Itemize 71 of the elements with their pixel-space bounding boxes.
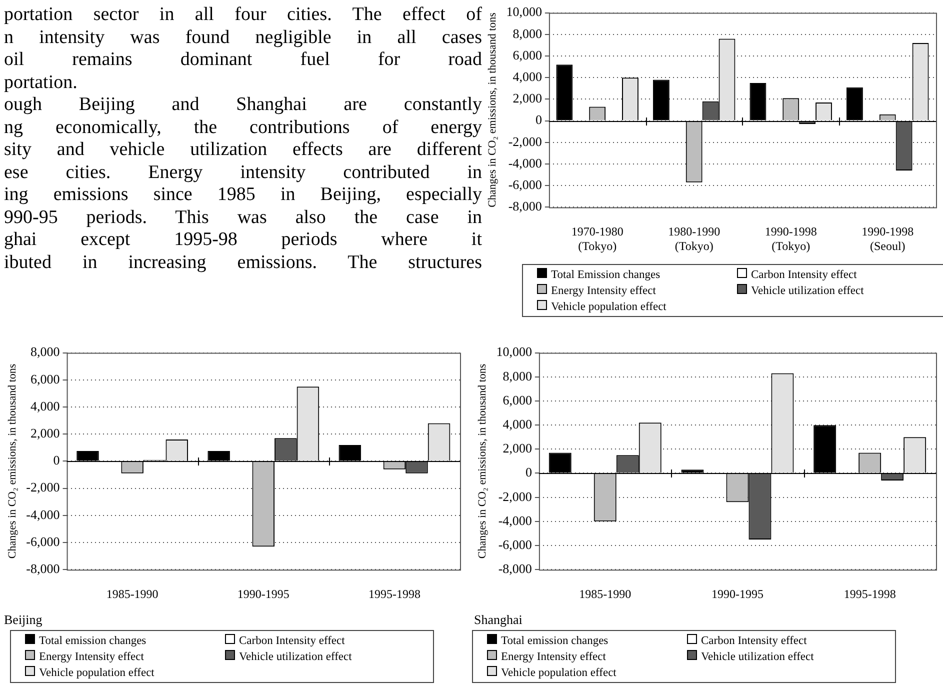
y-tick-label: -2,000 (508, 134, 542, 149)
x-tick-label: 1990-1995 (711, 586, 764, 601)
legend-label: Vehicle population effect (500, 666, 618, 679)
legend-label: Carbon Intensity effect (700, 634, 808, 647)
x-tick-label: 1990-1998 (Tokyo) (764, 224, 817, 253)
x-tick-label: 1995-1998 (368, 586, 420, 601)
y-tick-label: 2,000 (30, 426, 60, 441)
x-tick-label: 1980-1990 (Tokyo) (668, 224, 720, 253)
y-tick-label: 8,000 (502, 368, 532, 384)
y-tick-label: 4,000 (502, 416, 532, 432)
text: n intensity was found negligible in all cases (4, 26, 482, 49)
legend-label: Total emission changes (38, 634, 148, 647)
legend-label: Total emission changes (500, 634, 610, 647)
x-tick-label: 1985-1990 (106, 586, 158, 601)
legend-label: Energy Intensity effect (500, 650, 607, 663)
y-tick-label: 0 (525, 464, 532, 480)
y-tick-label: -2,000 (498, 488, 532, 504)
y-tick-label: -6,000 (508, 177, 542, 192)
legend-label: Vehicle utilization effect (750, 284, 865, 297)
x-tick-label: 1990-1998 (Seoul) (862, 224, 914, 253)
y-tick-label: -8,000 (26, 561, 60, 576)
text: portation sector in all four cities. The effect of (4, 4, 482, 26)
y-tick-label: -4,000 (508, 155, 542, 170)
x-tick-label: 1985-1990 (579, 586, 632, 601)
y-tick-label: 8,000 (30, 344, 60, 360)
legend-label: Carbon Intensity effect (238, 634, 346, 647)
x-tick-label: 1995-1998 (844, 586, 896, 601)
legend-label: Carbon Intensity effect (750, 268, 858, 281)
text: ibuted in increasing emissions. The structures (4, 252, 482, 274)
legend-label: Energy Intensity effect (38, 650, 145, 663)
y-tick-label: -6,000 (26, 534, 60, 549)
y-tick-label: 6,000 (30, 371, 60, 386)
y-tick-label: 2,000 (512, 90, 542, 106)
text: 990-95 periods. This was also the case in (4, 206, 482, 229)
y-tick-label: -8,000 (498, 561, 532, 576)
y-axis-title: Changes in CO₂ emissions, in thousand tons (476, 364, 488, 559)
legend-label: Total Emission changes (550, 268, 662, 281)
text: portation. (4, 72, 78, 94)
y-tick-label: 8,000 (512, 26, 542, 41)
y-axis-title: Changes in CO₂ emissions, in thousand tons (6, 364, 18, 559)
y-tick-label: 0 (53, 452, 60, 468)
y-tick-label: -8,000 (508, 198, 542, 214)
y-tick-label: 4,000 (30, 398, 60, 414)
y-tick-label: 6,000 (512, 47, 542, 62)
text: oil remains dominant fuel for road (4, 49, 482, 72)
text: ough Beijing and Shanghai are constantly (4, 94, 482, 116)
legend-label: Vehicle utilization effect (238, 650, 353, 663)
y-tick-label: 10,000 (496, 344, 532, 360)
x-tick-label: 1990-1995 (237, 586, 290, 601)
y-tick-label: 10,000 (506, 4, 542, 20)
y-tick-label: 4,000 (512, 69, 542, 84)
text: ng economically, the contributions of energy (4, 116, 482, 139)
y-tick-label: 6,000 (502, 392, 532, 408)
legend-label: Vehicle utilization effect (700, 650, 815, 663)
y-tick-label: 2,000 (502, 440, 532, 456)
y-axis-title: Changes in CO₂ emissions, in thousand tons (486, 12, 498, 208)
text: Beijing (4, 612, 44, 628)
text: ese cities. Energy intensity contributed in (4, 162, 482, 184)
y-tick-label: -2,000 (26, 480, 60, 495)
legend-label: Energy Intensity effect (550, 284, 657, 297)
text: ghai except 1995-98 periods where it (4, 229, 482, 252)
x-tick-label: 1970-1980 (Tokyo) (571, 224, 624, 253)
y-tick-label: 0 (535, 112, 542, 128)
legend-label: Vehicle population effect (550, 300, 668, 313)
text: Shanghai (474, 612, 524, 628)
text: ing emissions since 1985 in Beijing, especially (4, 184, 482, 206)
y-tick-label: -4,000 (498, 512, 532, 528)
text: sity and vehicle utilization effects are different (4, 139, 482, 162)
y-tick-label: -4,000 (26, 506, 60, 522)
y-tick-label: -6,000 (498, 536, 532, 552)
legend-label: Vehicle population effect (38, 666, 156, 679)
